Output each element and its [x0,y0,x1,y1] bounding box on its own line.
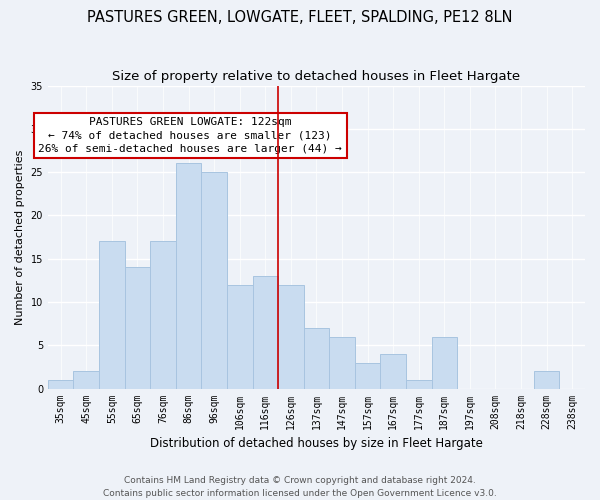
Bar [534,371,559,388]
Text: PASTURES GREEN LOWGATE: 122sqm
← 74% of detached houses are smaller (123)
26% of: PASTURES GREEN LOWGATE: 122sqm ← 74% of … [38,118,342,154]
X-axis label: Distribution of detached houses by size in Fleet Hargate: Distribution of detached houses by size … [150,437,483,450]
Bar [227,284,253,389]
Bar [406,380,431,388]
Text: Contains HM Land Registry data © Crown copyright and database right 2024.
Contai: Contains HM Land Registry data © Crown c… [103,476,497,498]
Text: PASTURES GREEN, LOWGATE, FLEET, SPALDING, PE12 8LN: PASTURES GREEN, LOWGATE, FLEET, SPALDING… [87,10,513,25]
Bar [99,242,125,388]
Bar [202,172,227,388]
Bar [176,164,202,388]
Bar [431,336,457,388]
Bar [355,362,380,388]
Bar [48,380,73,388]
Bar [73,371,99,388]
Y-axis label: Number of detached properties: Number of detached properties [15,150,25,324]
Bar [380,354,406,388]
Bar [278,284,304,389]
Bar [304,328,329,388]
Bar [125,268,150,388]
Bar [150,242,176,388]
Bar [329,336,355,388]
Bar [253,276,278,388]
Title: Size of property relative to detached houses in Fleet Hargate: Size of property relative to detached ho… [112,70,521,83]
